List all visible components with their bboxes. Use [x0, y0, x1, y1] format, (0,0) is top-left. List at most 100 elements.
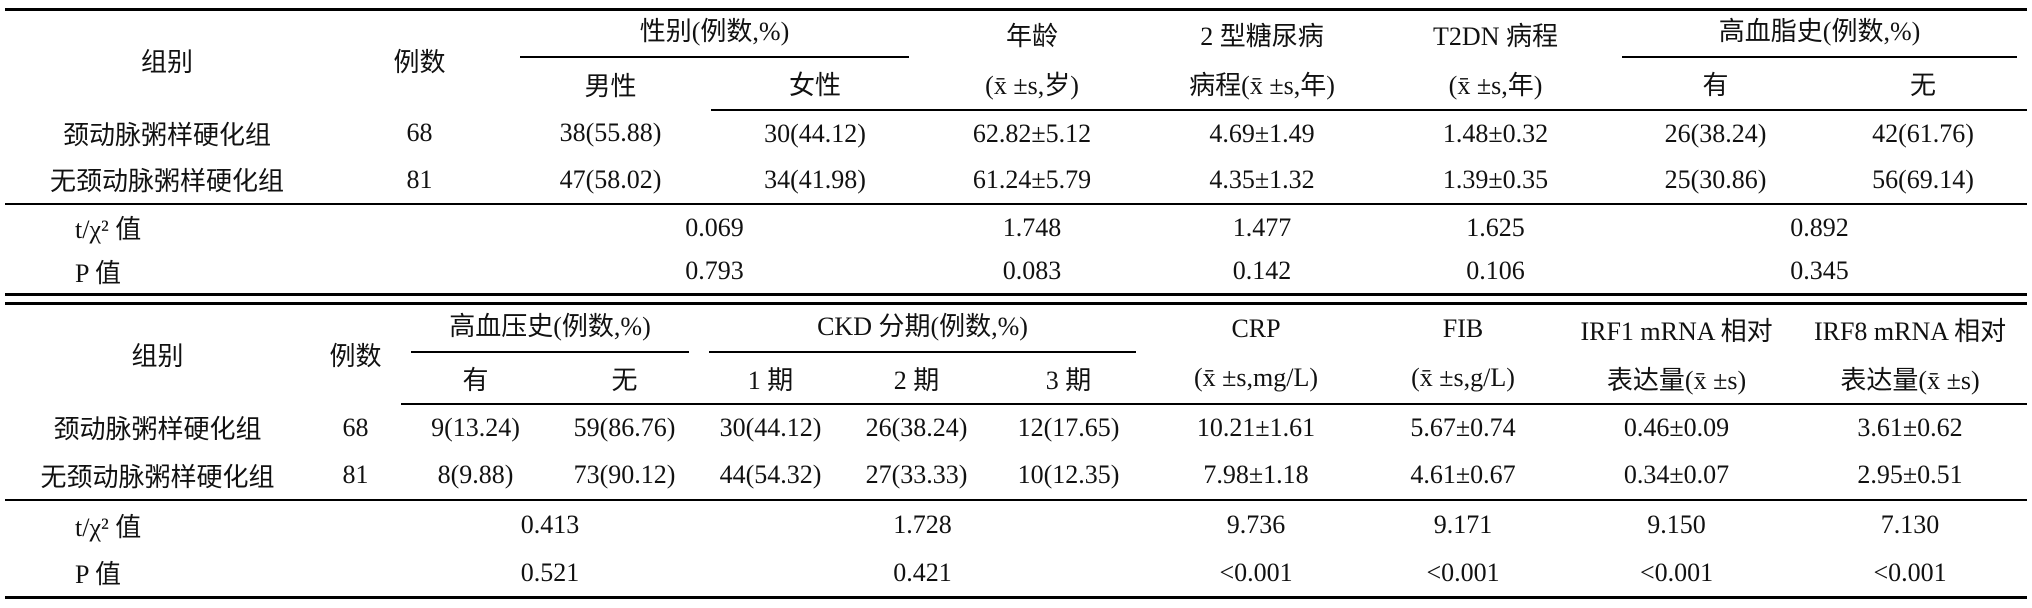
header-cell: 性别(例数,%) — [520, 11, 910, 58]
cell: 7.98±1.18 — [1146, 451, 1367, 501]
header-cell: IRF8 mRNA 相对 — [1813, 316, 2007, 346]
header-cell: 1 期 — [699, 353, 843, 405]
cell: 8(9.88) — [401, 451, 550, 501]
cell: 0.892 — [1790, 212, 1849, 242]
cell: 26(38.24) — [1664, 118, 1767, 148]
header-cell: T2DN 病程 — [1433, 22, 1558, 51]
header-cell: 年龄 — [1006, 22, 1059, 51]
cell: 0.521 — [520, 557, 580, 587]
cell: 73(90.12) — [550, 451, 700, 501]
stat-label: t/χ² 值 — [75, 215, 142, 244]
cell: 34(41.98) — [711, 156, 920, 205]
table-2: 组别 例数 高血压史(例数,%) CKD 分期(例数,%) CRP FIB IR… — [5, 302, 2028, 599]
header-cell: (x̄ ±s,g/L) — [1366, 353, 1561, 405]
cell: 9.150 — [1647, 510, 1706, 539]
header-cell: (x̄ ±s,岁) — [919, 58, 1146, 111]
cell: 62.82±5.12 — [972, 118, 1092, 148]
cell: 30(44.12) — [764, 118, 866, 148]
cell: <0.001 — [1219, 557, 1293, 587]
cell: 59(86.76) — [573, 413, 676, 442]
stat-label: P 值 — [75, 560, 121, 590]
header-cell: 女性 — [711, 58, 920, 111]
header-cell: 男性 — [584, 71, 637, 101]
cell: 1.728 — [893, 510, 952, 539]
header-cell: FIB — [1442, 314, 1484, 344]
cell: 61.24±5.79 — [919, 156, 1146, 205]
cell: 12(17.65) — [1017, 413, 1120, 442]
cell: 0.069 — [685, 212, 744, 242]
header-group: CKD 分期(例数,%) — [699, 304, 1146, 354]
cell: 5.67±0.74 — [1410, 413, 1516, 442]
header-cell: CKD 分期(例数,%) — [709, 306, 1137, 353]
header-cell: 高血压史(例数,%) — [411, 306, 690, 353]
header-cell: 3 期 — [991, 353, 1147, 405]
cell: 0.413 — [520, 510, 580, 539]
header-cell: 例数 — [329, 341, 382, 371]
cell: 1.748 — [1002, 212, 1062, 242]
cell: 0.34±0.07 — [1560, 451, 1794, 501]
stat-label: P 值 — [75, 258, 121, 288]
header-cell: CRP — [1231, 314, 1281, 344]
header-group: 高血脂史(例数,%) — [1612, 10, 2027, 58]
header-cell: IRF1 mRNA 相对 — [1580, 316, 1773, 346]
cell: 9.171 — [1433, 510, 1493, 539]
cell: 9.736 — [1226, 510, 1286, 539]
cell: 4.61±0.67 — [1366, 451, 1561, 501]
table-1: 组别 例数 性别(例数,%) 年龄 2 型糖尿病 T2DN 病程 高血脂史(例数… — [5, 8, 2028, 296]
header-cell: (x̄ ±s,年) — [1379, 58, 1613, 111]
cell: 3.61±0.62 — [1857, 413, 1963, 442]
cell: <0.001 — [1426, 557, 1500, 587]
cell: 56(69.14) — [1819, 156, 2028, 205]
row-label: 无颈动脉粥样硬化组 — [5, 156, 329, 205]
cell: 2.95±0.51 — [1793, 451, 2028, 501]
cell: 68 — [342, 412, 369, 442]
cell: 9(13.24) — [431, 413, 520, 442]
row-label: 颈动脉粥样硬化组 — [53, 415, 262, 444]
cell: 0.46±0.09 — [1623, 413, 1730, 442]
header-group: 高血压史(例数,%) — [401, 304, 699, 354]
cell: <0.001 — [1639, 557, 1714, 587]
cell: 27(33.33) — [842, 451, 992, 501]
header-cell: 高血脂史(例数,%) — [1622, 11, 2018, 58]
cell: 26(38.24) — [865, 413, 968, 442]
stat-label: t/χ² 值 — [75, 512, 142, 542]
row-label: 颈动脉粥样硬化组 — [62, 120, 271, 150]
cell: 4.35±1.32 — [1145, 156, 1380, 205]
cell: 4.69±1.49 — [1209, 118, 1315, 148]
header-cell: 无 — [1819, 58, 2028, 111]
cell: 0.106 — [1466, 256, 1525, 286]
header-group: 性别(例数,%) — [510, 10, 919, 58]
cell: <0.001 — [1873, 557, 1947, 587]
cell: 81 — [329, 156, 510, 205]
cell: 38(55.88) — [559, 118, 662, 147]
cell: 7.130 — [1880, 510, 1940, 539]
cell: 68 — [406, 118, 433, 147]
cell: 1.48±0.32 — [1442, 118, 1549, 148]
header-cell: 表达量(x̄ ±s) — [1793, 353, 2028, 405]
header-cell: 2 型糖尿病 — [1200, 22, 1324, 51]
cell: 0.083 — [1002, 256, 1062, 286]
cell: 44(54.32) — [699, 451, 843, 501]
header-cell: (x̄ ±s,mg/L) — [1146, 353, 1367, 405]
cell: 0.421 — [893, 557, 952, 587]
cell: 47(58.02) — [510, 156, 711, 205]
cell: 25(30.86) — [1612, 156, 1820, 205]
cell: 1.477 — [1232, 212, 1292, 242]
cell: 30(44.12) — [719, 413, 822, 442]
header-cell: 组别 — [131, 341, 184, 371]
row-label: 无颈动脉粥样硬化组 — [5, 451, 310, 501]
header-cell: 病程(x̄ ±s,年) — [1145, 58, 1380, 111]
cell: 1.625 — [1466, 212, 1525, 242]
header-cell: 表达量(x̄ ±s) — [1560, 353, 1794, 405]
header-cell: 2 期 — [842, 353, 992, 405]
header-cell: 无 — [550, 353, 700, 405]
header-cell: 组别 — [140, 48, 193, 77]
cell: 10.21±1.61 — [1196, 413, 1316, 442]
cell: 81 — [310, 451, 401, 501]
cell: 0.345 — [1790, 256, 1849, 286]
cell: 1.39±0.35 — [1379, 156, 1613, 205]
header-cell: 例数 — [393, 48, 446, 77]
cell: 0.142 — [1232, 256, 1292, 286]
cell: 10(12.35) — [991, 451, 1147, 501]
